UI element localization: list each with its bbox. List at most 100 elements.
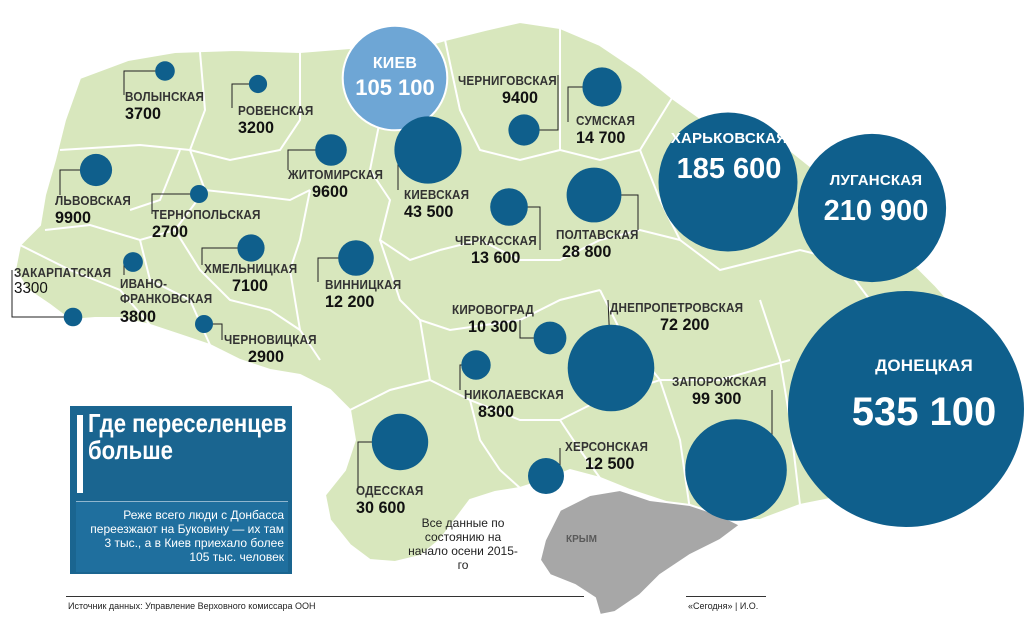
- region-name: НИКОЛАЕВСКАЯ: [464, 387, 564, 402]
- source-text: Источник данных: Управление Верховного к…: [68, 601, 316, 611]
- region-value: 28 800: [562, 242, 612, 261]
- region-label-vinnitskaya: ВИННИЦКАЯ 12 200: [325, 278, 410, 310]
- crimea-shape: [538, 488, 742, 617]
- bubble-23: [371, 413, 429, 471]
- region-label-volynskaya: ВОЛЫНСКАЯ 3700: [125, 90, 213, 122]
- bubble-0: [155, 61, 175, 81]
- region-label-chernovitskaya: ЧЕРНОВИЦКАЯ 2900: [224, 333, 327, 365]
- region-name: ЗАПОРОЖСКАЯ: [672, 374, 767, 389]
- credit-text: «Сегодня» | И.О.: [688, 601, 759, 611]
- region-label-poltavskaya: ПОЛТАВСКАЯ 28 800: [556, 228, 648, 260]
- bubble-9: [338, 240, 374, 276]
- region-value: 8300: [478, 402, 514, 421]
- region-label-kievskaya: КИЕВСКАЯ 43 500: [404, 188, 477, 220]
- region-value: 30 600: [356, 498, 406, 517]
- subtitle-panel: Реже всего люди с Донбасса переезжают на…: [76, 501, 288, 572]
- bubble-11: [394, 116, 462, 184]
- bubble-layer: [63, 24, 1024, 527]
- bubble-22: [685, 419, 787, 521]
- region-value: 12 500: [585, 454, 635, 473]
- region-name: ТЕРНОПОЛЬСКАЯ: [152, 207, 261, 222]
- region-label-zhitomirskaya: ЖИТОМИРСКАЯ 9600: [288, 168, 394, 200]
- region-label-ternopolskaya: ТЕРНОПОЛЬСКАЯ 2700: [152, 208, 273, 240]
- region-name: ЛЬВОВСКАЯ: [55, 193, 131, 208]
- region-label-chernigovskaya: ЧЕРНИГОВСКАЯ 9400: [458, 74, 568, 106]
- bubble-7: [195, 315, 213, 333]
- region-label-donetskaya: ДОНЕЦКАЯ 535 100: [826, 356, 1022, 435]
- region-label-khersonskaya: ХЕРСОНСКАЯ 12 500: [565, 440, 657, 472]
- region-label-odesskaya: ОДЕССКАЯ 30 600: [356, 484, 431, 516]
- region-value: 3200: [238, 118, 274, 137]
- region-label-ivano-frankovskaya: ИВАНО-ФРАНКОВСКАЯ 3800: [120, 276, 213, 326]
- bubble-15: [566, 167, 622, 223]
- region-value: 2700: [152, 222, 188, 241]
- bubble-14: [490, 188, 528, 226]
- subtitle: Реже всего люди с Донбасса переезжают на…: [90, 508, 284, 564]
- region-name: ВОЛЫНСКАЯ: [125, 89, 205, 104]
- bubble-16: [658, 112, 798, 252]
- region-value: 535 100: [851, 390, 997, 434]
- region-label-zakarpatskaya: ЗАКАРПАТСКАЯ 3300: [14, 266, 122, 297]
- region-value: 72 200: [660, 315, 710, 334]
- region-name: ОДЕССКАЯ: [356, 483, 424, 498]
- region-value: 10 300: [468, 317, 518, 336]
- region-label-kharkovskaya: ХАРЬКОВСКАЯ 185 600: [656, 130, 802, 186]
- title-box: Где переселенцев больше Реже всего люди …: [68, 404, 294, 576]
- region-value: 2900: [248, 347, 284, 366]
- region-name: ИВАНО-ФРАНКОВСКАЯ: [120, 276, 213, 306]
- region-name: ЧЕРКАССКАЯ: [455, 233, 537, 248]
- region-value: 14 700: [576, 128, 626, 147]
- region-name: ЗАКАРПАТСКАЯ: [14, 265, 112, 280]
- region-value: 43 500: [404, 202, 454, 221]
- region-label-rovenskaya: РОВЕНСКАЯ 3200: [238, 104, 322, 136]
- region-name: СУМСКАЯ: [576, 113, 636, 128]
- bubble-5: [123, 252, 143, 272]
- region-name: ХМЕЛЬНИЦКАЯ: [204, 261, 298, 276]
- region-value: 7100: [232, 276, 268, 295]
- region-label-khmelnitskaya: ХМЕЛЬНИЦКАЯ 7100: [204, 262, 308, 294]
- bubble-20: [788, 291, 1024, 527]
- region-label-nikolaevskaya: НИКОЛАЕВСКАЯ 8300: [464, 388, 575, 420]
- bubble-21: [461, 350, 491, 380]
- footer-divider: [66, 596, 584, 597]
- region-value: 9900: [55, 208, 91, 227]
- bubble-12: [508, 114, 540, 146]
- region-value: 185 600: [676, 153, 782, 185]
- page-title: Где переселенцев больше: [88, 408, 287, 465]
- title-accent-bar: [76, 414, 84, 494]
- bubble-1: [248, 74, 268, 94]
- region-value: 3800: [120, 307, 156, 326]
- data-date-note: Все данные по состоянию на начало осени …: [408, 516, 518, 572]
- bubble-4: [63, 307, 83, 327]
- region-label-kiev: КИЕВ 105 100: [343, 55, 447, 101]
- region-value: 210 900: [823, 195, 929, 227]
- region-value: 13 600: [471, 248, 521, 267]
- bubble-18: [533, 321, 567, 355]
- region-label-luganskaya: ЛУГАНСКАЯ 210 900: [800, 172, 952, 228]
- region-label-lvovskaya: ЛЬВОВСКАЯ 9900: [55, 194, 139, 226]
- region-name: КИЕВ: [372, 55, 418, 72]
- bubble-13: [582, 67, 622, 107]
- region-name: КИЕВСКАЯ: [404, 187, 470, 202]
- region-label-cherkasskaya: ЧЕРКАССКАЯ 13 600: [455, 234, 546, 266]
- region-label-dnepropetrovskaya: ДНЕПРОПЕТРОВСКАЯ 72 200: [610, 301, 758, 333]
- region-name: ЛУГАНСКАЯ: [829, 172, 923, 189]
- region-name: ЧЕРНОВИЦКАЯ: [224, 332, 317, 347]
- region-value: 9400: [502, 88, 538, 107]
- region-value: 105 100: [355, 75, 435, 100]
- oblast-borders: [19, 28, 931, 511]
- region-value: 12 200: [325, 292, 375, 311]
- bubble-8: [315, 134, 347, 166]
- bubble-3: [190, 185, 208, 203]
- region-name: ХАРЬКОВСКАЯ: [670, 130, 788, 147]
- region-value: 99 300: [692, 389, 742, 408]
- region-name: ЖИТОМИРСКАЯ: [288, 167, 384, 182]
- region-label-kirovograd: КИРОВОГРАД 10 300: [452, 303, 543, 335]
- region-value: 3700: [125, 104, 161, 123]
- region-name: ПОЛТАВСКАЯ: [556, 227, 639, 242]
- region-value: 9600: [312, 182, 348, 201]
- bubble-24: [528, 458, 564, 494]
- region-name: ХЕРСОНСКАЯ: [565, 439, 649, 454]
- region-name: РОВЕНСКАЯ: [238, 103, 314, 118]
